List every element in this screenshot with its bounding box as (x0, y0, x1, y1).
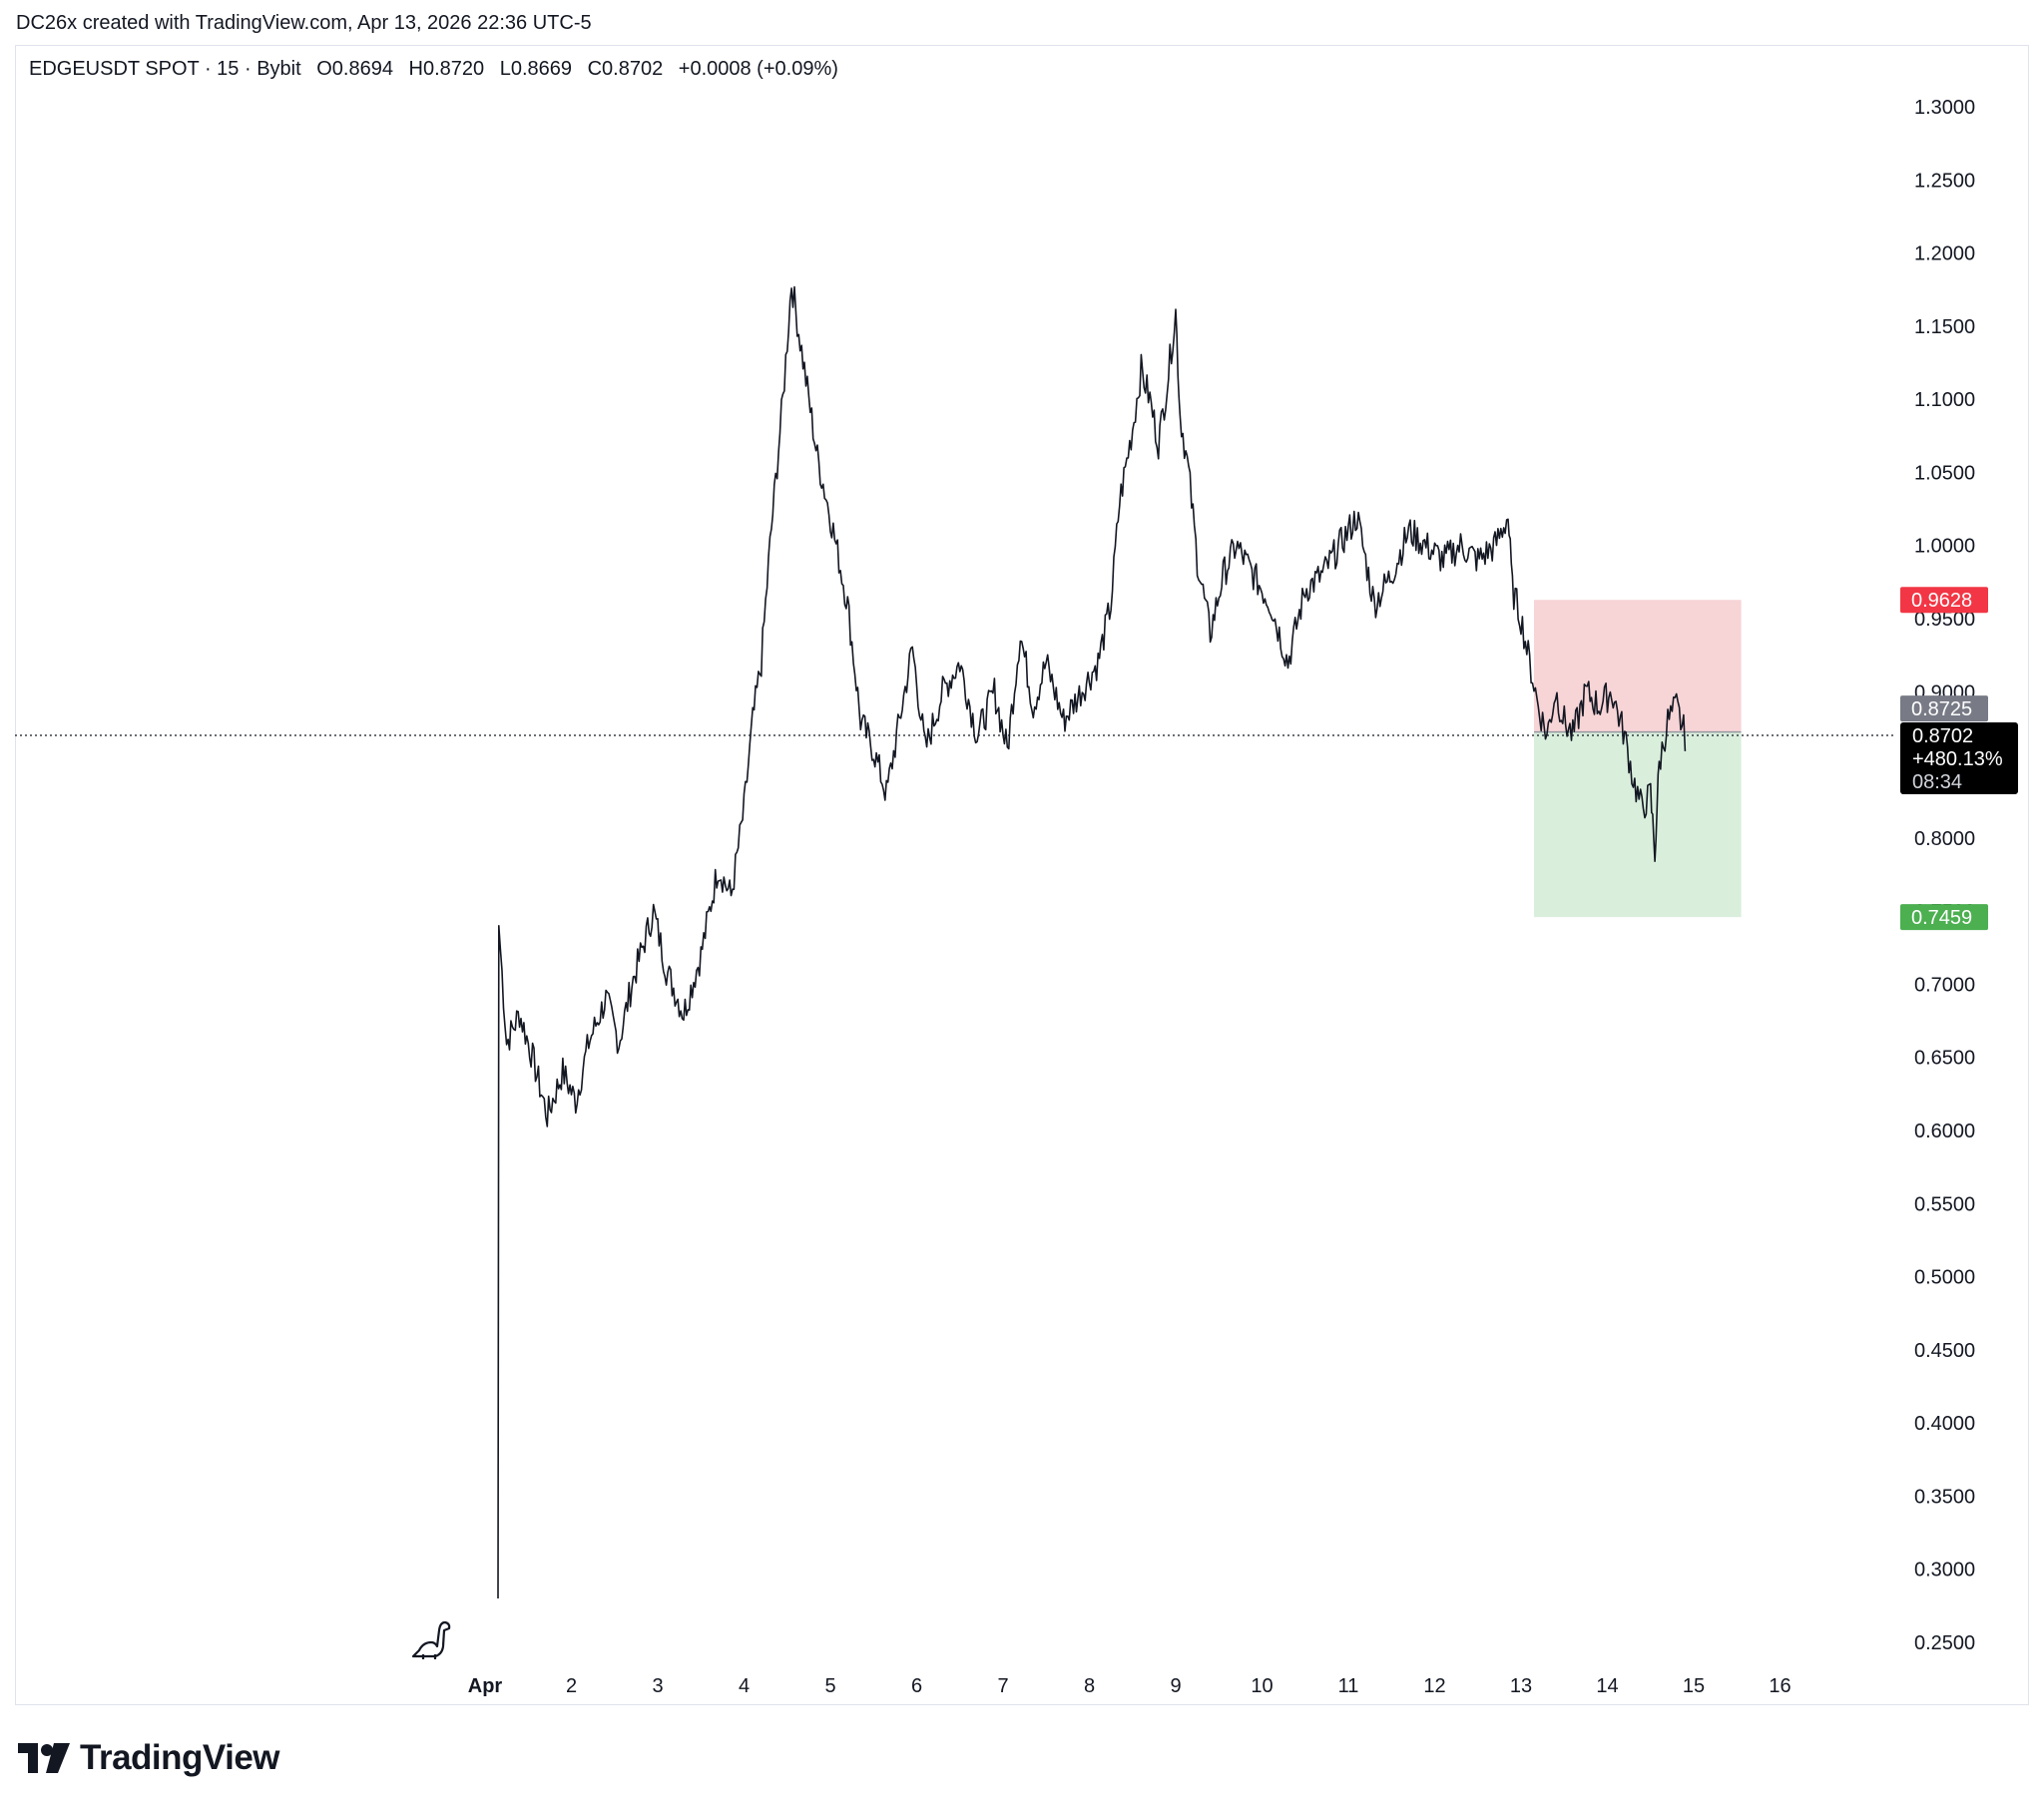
y-tick-label: 1.2000 (1914, 243, 1975, 265)
chart-frame[interactable] (15, 45, 2029, 1705)
x-tick-label: 13 (1510, 1675, 1532, 1697)
y-tick-label: 0.5000 (1914, 1267, 1975, 1289)
stop-loss-zone[interactable] (1533, 600, 1742, 732)
dinosaur-icon (411, 1620, 451, 1659)
creator-line: DC26x created with TradingView.com, Apr … (16, 12, 592, 34)
x-tick-label: Apr (468, 1675, 503, 1697)
legend-symbol[interactable]: EDGEUSDT SPOT · 15 · Bybit (29, 58, 301, 80)
last-change-badge: +480.13% (1912, 748, 2003, 770)
y-tick-label: 1.1500 (1914, 316, 1975, 338)
brand-wordmark: TradingView (80, 1738, 280, 1777)
x-tick-label: 8 (1084, 1675, 1095, 1697)
y-tick-label: 1.1000 (1914, 389, 1975, 411)
symbol-legend: EDGEUSDT SPOT · 15 · Bybit O0.8694 H0.87… (29, 58, 848, 81)
y-tick-label: 0.6500 (1914, 1048, 1975, 1070)
legend-open: O0.8694 (316, 58, 393, 80)
y-tick-label: 0.5500 (1914, 1193, 1975, 1215)
y-tick-label: 0.8000 (1914, 828, 1975, 850)
y-tick-label: 0.9500 (1914, 609, 1975, 631)
x-tick-label: 3 (652, 1675, 663, 1697)
target-price-badge: 0.7459 (1911, 907, 1972, 929)
x-tick-label: 15 (1683, 1675, 1705, 1697)
y-tick-label: 1.0500 (1914, 462, 1975, 484)
last-price-badge-bg (1900, 721, 2018, 794)
y-tick-label: 1.0000 (1914, 536, 1975, 558)
tradingview-logo[interactable]: TradingView (18, 1738, 280, 1778)
x-tick-label: 2 (566, 1675, 577, 1697)
x-tick-label: 11 (1338, 1675, 1359, 1697)
x-tick-label: 14 (1596, 1675, 1618, 1697)
x-tick-label: 12 (1423, 1675, 1445, 1697)
legend-change: +0.0008 (+0.09%) (678, 58, 838, 80)
legend-close: C0.8702 (587, 58, 664, 80)
entry-price-badge: 0.8725 (1911, 698, 1972, 720)
y-tick-label: 0.3500 (1914, 1486, 1975, 1508)
entry-price-badge-bg (1900, 695, 1988, 722)
target-price-badge-bg (1900, 904, 1988, 931)
x-tick-label: 6 (911, 1675, 922, 1697)
stop-price-badge: 0.9628 (1911, 590, 1972, 612)
y-tick-label: 0.7000 (1914, 974, 1975, 996)
x-tick-label: 9 (1170, 1675, 1181, 1697)
tradingview-logo-icon (18, 1743, 70, 1773)
last-price-badge: 0.8702 (1912, 725, 1973, 747)
y-tick-label: 0.4500 (1914, 1340, 1975, 1362)
y-tick-label: 0.2500 (1914, 1632, 1975, 1654)
x-tick-label: 7 (997, 1675, 1008, 1697)
y-tick-label: 1.2500 (1914, 170, 1975, 192)
y-tick-label: 0.3000 (1914, 1560, 1975, 1581)
price-series-line[interactable] (497, 285, 1687, 1599)
bar-countdown: 08:34 (1912, 771, 1962, 793)
y-tick-label: 1.3000 (1914, 97, 1975, 119)
stop-price-badge-bg (1900, 587, 1988, 614)
legend-high: H0.8720 (408, 58, 485, 80)
x-tick-label: 10 (1251, 1675, 1273, 1697)
x-tick-label: 5 (824, 1675, 835, 1697)
y-tick-label: 0.4000 (1914, 1413, 1975, 1435)
y-tick-label: 0.6000 (1914, 1121, 1975, 1142)
x-tick-label: 4 (739, 1675, 750, 1697)
legend-low: L0.8669 (499, 58, 573, 80)
x-tick-label: 16 (1769, 1675, 1790, 1697)
take-profit-zone[interactable] (1533, 731, 1742, 918)
